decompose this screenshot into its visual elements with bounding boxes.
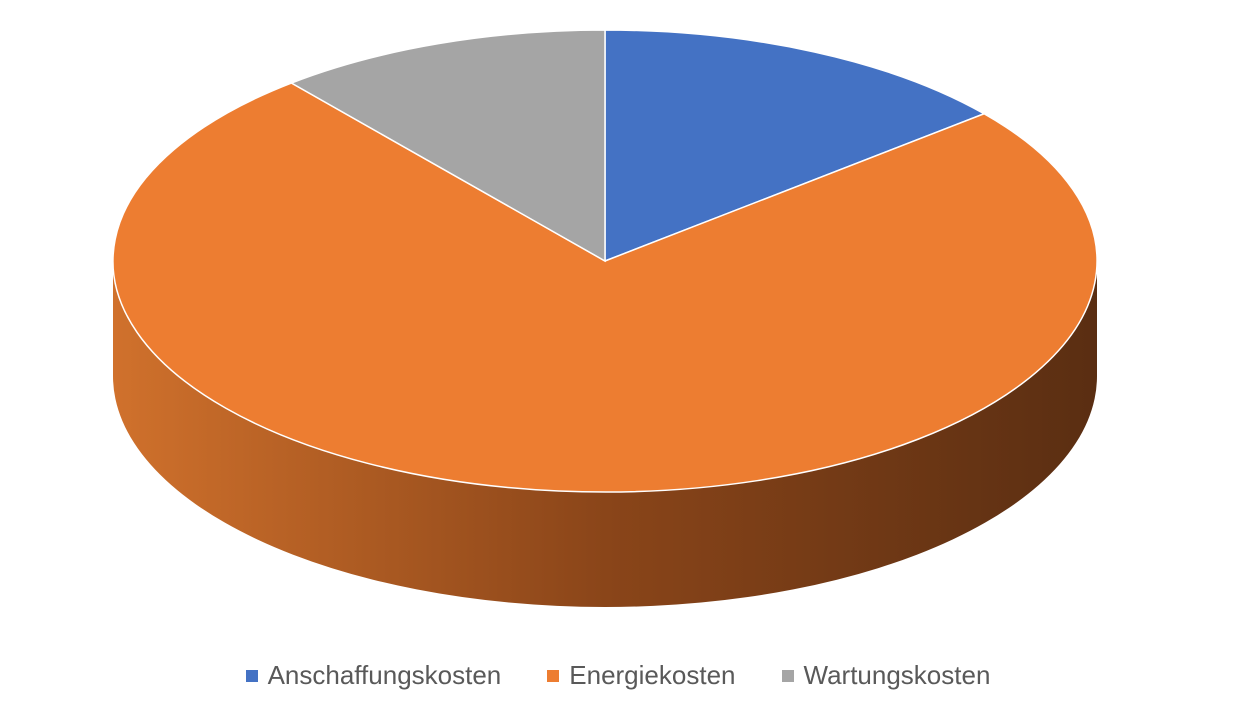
legend-swatch <box>547 669 560 682</box>
legend-label: Wartungskosten <box>803 660 991 690</box>
pie-slice <box>604 29 986 263</box>
legend-label: Energiekosten <box>569 660 736 690</box>
legend-swatch <box>781 669 794 682</box>
legend: Anschaffungskosten Energiekosten Wartungsk… <box>0 660 1236 691</box>
legend-label: Anschaffungskosten <box>267 660 502 690</box>
legend-item: Wartungskosten <box>781 660 991 691</box>
pie-slice <box>112 82 1098 493</box>
pie-side <box>113 261 1097 607</box>
pie-area <box>112 29 1098 607</box>
legend-item: Energiekosten <box>547 660 736 691</box>
legend-swatch <box>245 669 258 682</box>
pie-slice <box>289 29 606 263</box>
legend-item: Anschaffungskosten <box>245 660 502 691</box>
